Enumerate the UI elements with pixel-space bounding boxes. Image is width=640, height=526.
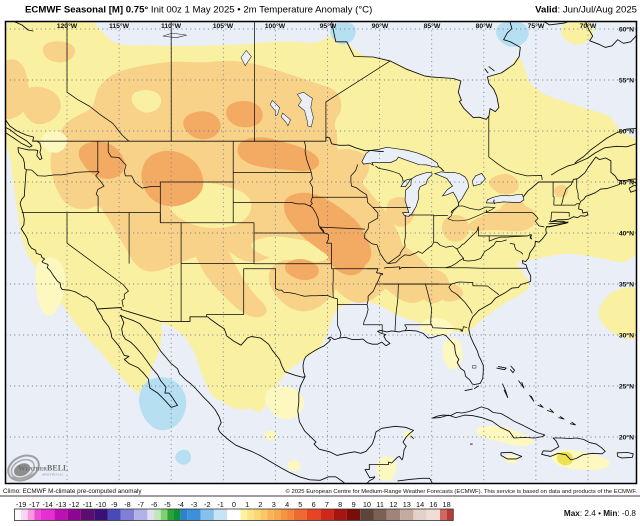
svg-text:10: 10 [363,500,371,509]
svg-text:95°W: 95°W [320,22,337,30]
svg-text:-8: -8 [124,500,131,509]
svg-text:30°N: 30°N [619,332,634,340]
svg-text:120°W: 120°W [57,22,78,30]
svg-text:WEATHERBELL: WEATHERBELL [18,464,68,473]
svg-text:-9: -9 [111,500,118,509]
svg-text:-11: -11 [83,500,93,509]
svg-text:-10: -10 [96,500,107,509]
svg-text:18: 18 [443,500,451,509]
svg-text:6: 6 [312,500,316,509]
svg-text:7: 7 [325,500,329,509]
svg-text:4: 4 [285,500,289,509]
svg-text:-12: -12 [69,500,80,509]
svg-text:85°W: 85°W [424,22,441,30]
svg-text:1: 1 [245,500,249,509]
svg-text:70°W: 70°W [580,22,597,30]
svg-text:9: 9 [352,500,356,509]
svg-text:90°W: 90°W [372,22,389,30]
svg-text:100°W: 100°W [265,22,286,30]
svg-text:ANALYTICS LLC: ANALYTICS LLC [42,474,64,477]
svg-text:Climo: ECMWF M-climate pre-com: Climo: ECMWF M-climate pre-computed anom… [3,488,142,495]
svg-text:2: 2 [258,500,262,509]
svg-text:75°W: 75°W [528,22,545,30]
svg-text:50°N: 50°N [619,128,634,136]
svg-text:-7: -7 [138,500,145,509]
svg-text:-13: -13 [56,500,67,509]
svg-text:-6: -6 [151,500,158,509]
svg-text:© 2025 European Centre for Med: © 2025 European Centre for Medium-Range … [286,488,638,495]
svg-text:40°N: 40°N [619,230,634,238]
svg-text:115°W: 115°W [109,22,130,30]
svg-text:80°W: 80°W [476,22,493,30]
svg-text:Max: 2.4 • Min: -0.8: Max: 2.4 • Min: -0.8 [564,509,637,518]
svg-text:-1: -1 [217,500,224,509]
svg-text:105°W: 105°W [213,22,234,30]
svg-text:16: 16 [429,500,437,509]
svg-text:0: 0 [232,500,236,509]
svg-text:11: 11 [376,500,384,509]
svg-text:25°N: 25°N [619,383,634,391]
svg-text:110°W: 110°W [161,22,182,30]
svg-text:60°N: 60°N [619,26,634,34]
svg-text:55°N: 55°N [619,77,634,85]
svg-text:-2: -2 [204,500,211,509]
svg-text:-3: -3 [191,500,198,509]
svg-text:20°N: 20°N [619,434,634,442]
svg-text:45°N: 45°N [619,179,634,187]
svg-text:5: 5 [298,500,302,509]
svg-text:-19: -19 [16,500,27,509]
svg-text:-17: -17 [29,500,40,509]
svg-text:8: 8 [338,500,342,509]
svg-text:14: 14 [416,500,424,509]
svg-text:13: 13 [403,500,411,509]
svg-text:-4: -4 [177,500,184,509]
svg-text:35°N: 35°N [619,281,634,289]
svg-text:-14: -14 [42,500,53,509]
svg-text:ECMWF Seasonal [M] 0.75° Init: ECMWF Seasonal [M] 0.75° Init 00z 1 May … [25,5,372,16]
svg-text:12: 12 [389,500,397,509]
svg-text:3: 3 [272,500,276,509]
svg-text:Valid: Jun/Jul/Aug 2025: Valid: Jun/Jul/Aug 2025 [535,5,637,16]
svg-text:-5: -5 [164,500,171,509]
